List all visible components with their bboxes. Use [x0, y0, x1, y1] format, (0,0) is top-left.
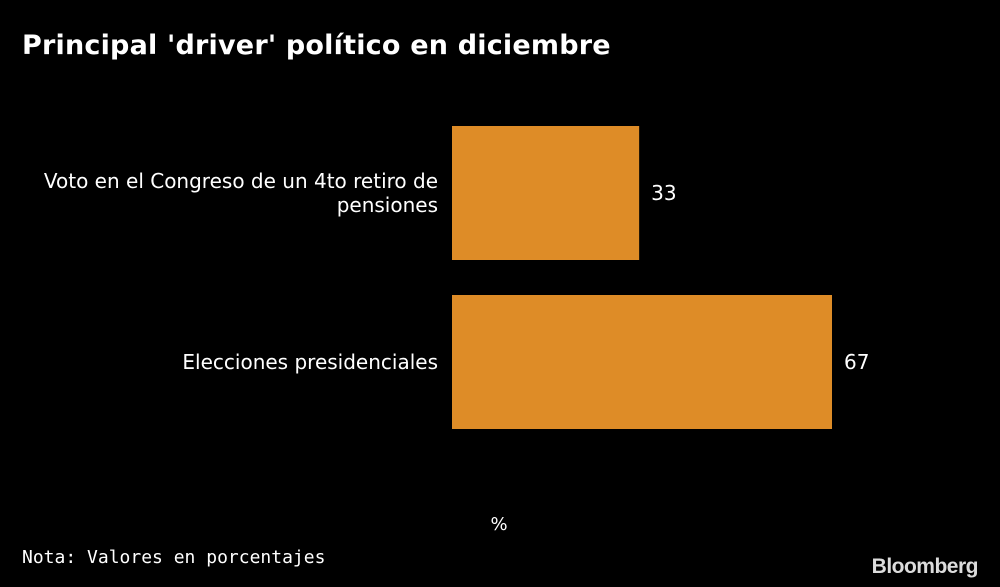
chart-note: Nota: Valores en porcentajes: [22, 547, 326, 568]
bar-0: [452, 126, 640, 260]
bar-value-label-1: 67: [844, 350, 869, 374]
axis-unit-label: %: [490, 514, 507, 535]
chart-title: Principal 'driver' político en diciembre: [22, 30, 611, 61]
bar-value-label-0: 33: [651, 181, 676, 205]
category-label-1: Elecciones presidenciales: [182, 350, 438, 374]
bar-1: [452, 295, 832, 429]
source-logo: Bloomberg: [871, 555, 979, 578]
category-label-0: Voto en el Congreso de un 4to retiro de p…: [44, 169, 438, 217]
